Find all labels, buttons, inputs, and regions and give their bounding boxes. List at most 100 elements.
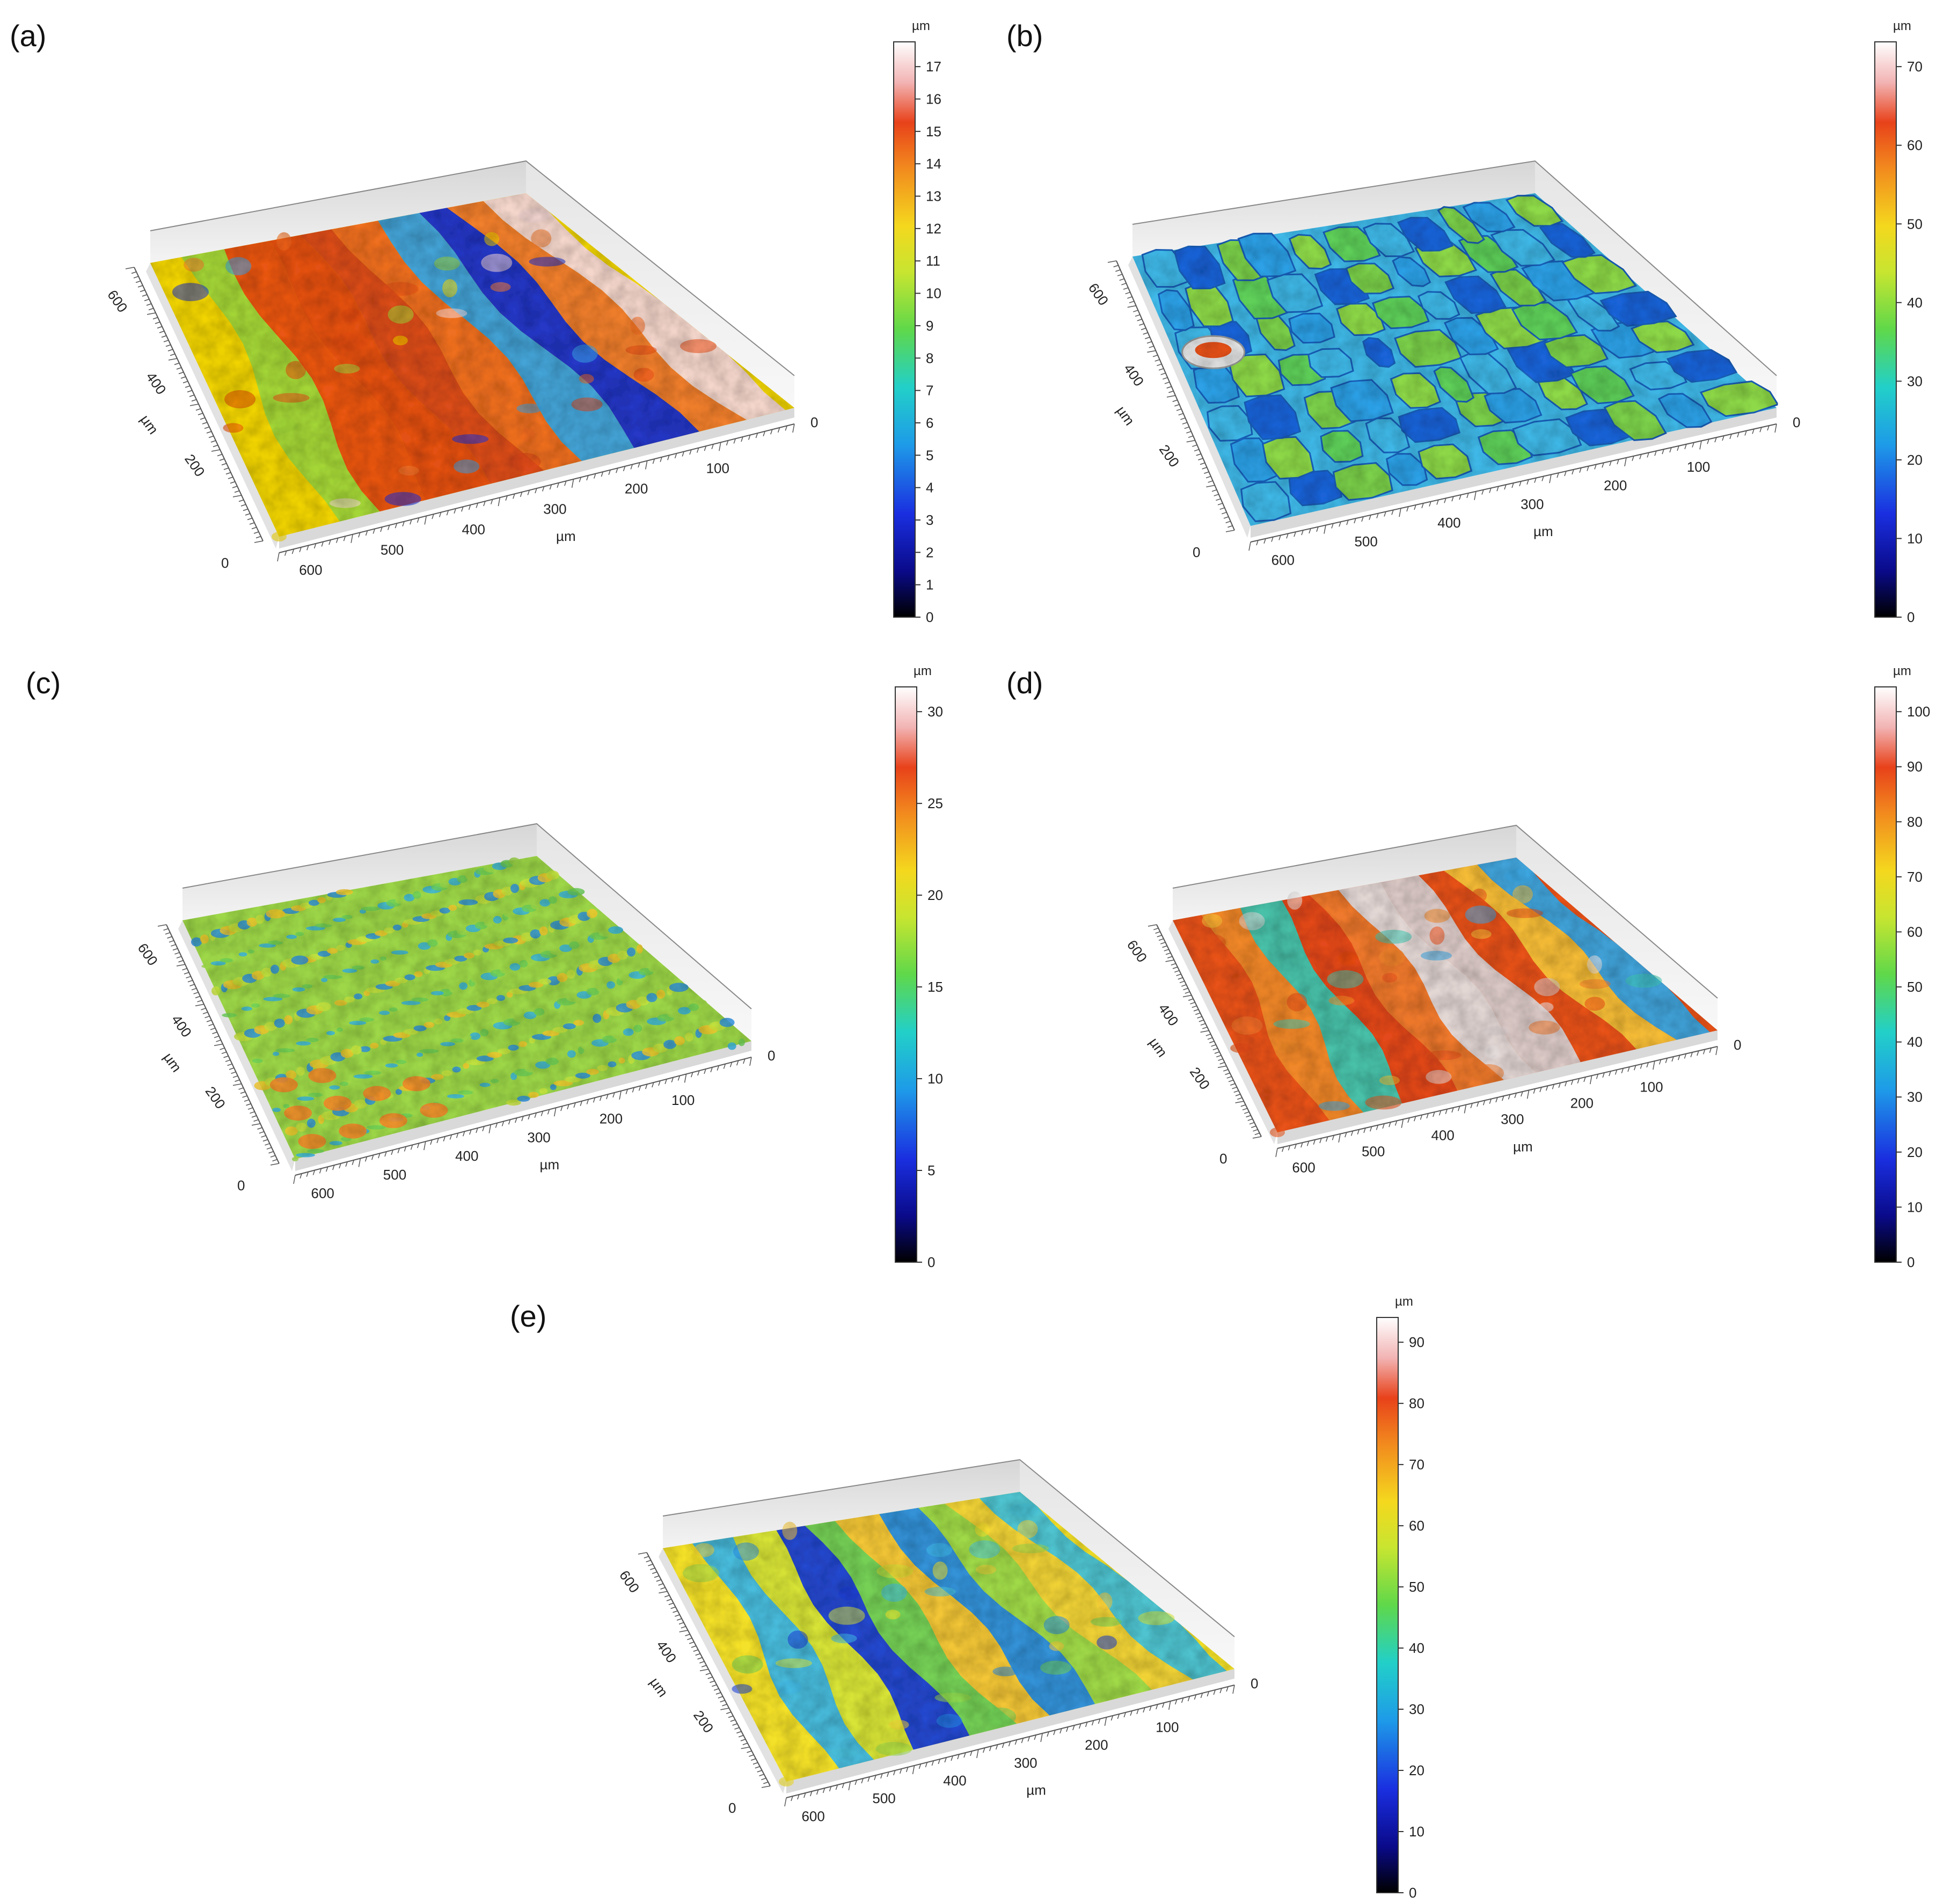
- x-axis-tick: [424, 516, 427, 525]
- x-axis-tick: [358, 532, 361, 538]
- surface-speckle: [283, 1104, 290, 1109]
- surface-cell: [1657, 393, 1713, 428]
- colorbar-tick-label: 20: [927, 887, 943, 903]
- x-axis-tick: [313, 543, 317, 549]
- surface-speckle: [466, 1005, 482, 1011]
- surface-band: [1282, 895, 1458, 1104]
- x-axis-tick: [729, 1062, 733, 1067]
- y-axis-tick: [253, 1119, 259, 1122]
- y-axis-tick: [147, 312, 156, 315]
- x-tick-label: 400: [1431, 1127, 1455, 1144]
- surface-speckle: [547, 976, 560, 986]
- x-axis-tick: [1464, 1104, 1467, 1114]
- surface-blob: [1538, 1002, 1554, 1012]
- surface-speckle: [327, 948, 338, 954]
- x-axis-unit: µm: [1513, 1139, 1533, 1155]
- surface-speckle: [493, 916, 502, 924]
- surface-spot: [284, 1105, 312, 1121]
- x-axis-tick: [540, 1111, 544, 1116]
- x-axis-tick: [364, 1156, 368, 1162]
- x-axis-tick: [593, 1097, 596, 1103]
- surface-blob: [969, 1540, 1000, 1559]
- y-axis-tick: [1127, 305, 1136, 308]
- x-axis-tick: [1326, 1137, 1328, 1142]
- surface-speckle: [273, 1051, 280, 1056]
- y-axis-tick: [652, 1571, 657, 1574]
- colorbar-tick-label: 10: [1907, 1199, 1923, 1215]
- surface-speckle: [503, 937, 518, 943]
- y-axis-tick: [232, 495, 242, 497]
- surface-speckle: [539, 1088, 548, 1094]
- y-axis-tick: [1164, 382, 1170, 384]
- surface-speckle: [200, 934, 209, 944]
- surface-speckle: [663, 1039, 677, 1049]
- y-axis-tick: [1147, 350, 1156, 353]
- x-axis-tick: [736, 1060, 739, 1066]
- x-axis-tick: [1354, 518, 1356, 524]
- surface-speckle: [266, 909, 286, 919]
- y-axis-tick: [157, 326, 163, 329]
- y-axis-tick: [189, 984, 195, 986]
- colorbar-tick-label: 50: [1409, 1579, 1424, 1595]
- y-axis-tick: [1200, 1030, 1209, 1033]
- surface-speckle: [429, 1045, 447, 1050]
- surface-speckle: [273, 993, 290, 998]
- y-axis-tick: [1168, 390, 1174, 393]
- x-axis-tick: [1511, 482, 1514, 488]
- surface-speckle: [517, 1095, 530, 1102]
- surface-speckle: [648, 964, 662, 972]
- x-axis-tick: [515, 1117, 517, 1123]
- surface-speckle: [334, 1000, 347, 1006]
- y-axis-tick: [1160, 942, 1166, 944]
- x-axis-tick: [1678, 1055, 1680, 1060]
- surface-cell: [1365, 417, 1411, 453]
- x-axis-tick: [293, 1175, 296, 1184]
- surface-speckle: [333, 918, 346, 922]
- y-axis-tick: [240, 1091, 246, 1094]
- colorbar-tick-label: 0: [1409, 1885, 1416, 1901]
- x-axis-tick: [1594, 464, 1597, 470]
- y-axis-tick: [235, 1079, 240, 1082]
- surface-speckle: [380, 1039, 387, 1045]
- surface-blob: [787, 1630, 808, 1649]
- surface-blob: [223, 423, 244, 433]
- x-axis-tick: [1085, 1722, 1088, 1727]
- x-axis-tick: [404, 1146, 407, 1152]
- y-axis-tick: [1182, 422, 1188, 424]
- surface-blob: [1512, 885, 1533, 904]
- colorbar-tick-label: 5: [927, 1162, 935, 1178]
- x-axis-tick: [854, 1779, 857, 1785]
- y-axis-tick: [673, 1610, 678, 1613]
- y-axis-tick: [1163, 377, 1168, 380]
- colorbar-tick-label: 40: [1907, 1034, 1923, 1050]
- x-tick-label: 100: [1640, 1079, 1663, 1095]
- x-axis-tick: [1194, 1694, 1197, 1700]
- surface-speckle: [201, 964, 219, 969]
- x-axis-tick: [777, 427, 780, 433]
- surface-speckle: [434, 1018, 443, 1024]
- surface-speckle: [344, 997, 355, 1003]
- y-axis-tick: [152, 317, 158, 320]
- x-axis-tick: [1286, 533, 1289, 539]
- surface-speckle: [528, 1092, 539, 1098]
- surface-speckle: [360, 1046, 371, 1052]
- x-axis-tick: [606, 1094, 609, 1100]
- y-axis-tick: [699, 1661, 705, 1664]
- y-axis-tick: [658, 1583, 663, 1586]
- surface-speckle: [286, 1070, 297, 1080]
- surface-speckle: [484, 919, 495, 927]
- front-skirt: [786, 1669, 1234, 1793]
- surface-blob: [531, 229, 552, 248]
- x-axis-tick: [1579, 467, 1582, 473]
- origin-zero: 0: [728, 1800, 736, 1816]
- y-axis-tick: [182, 968, 187, 971]
- surface-speckle: [461, 1035, 472, 1039]
- x-axis-tick: [299, 1173, 302, 1179]
- y-axis-tick: [687, 1637, 692, 1641]
- y-axis-tick: [174, 362, 180, 365]
- surface-speckle: [698, 1000, 707, 1008]
- colorbar-tick-label: 100: [1907, 704, 1930, 720]
- surface-blob: [992, 1666, 1019, 1676]
- y-axis-tick: [159, 331, 165, 333]
- surface-cell: [1288, 470, 1343, 507]
